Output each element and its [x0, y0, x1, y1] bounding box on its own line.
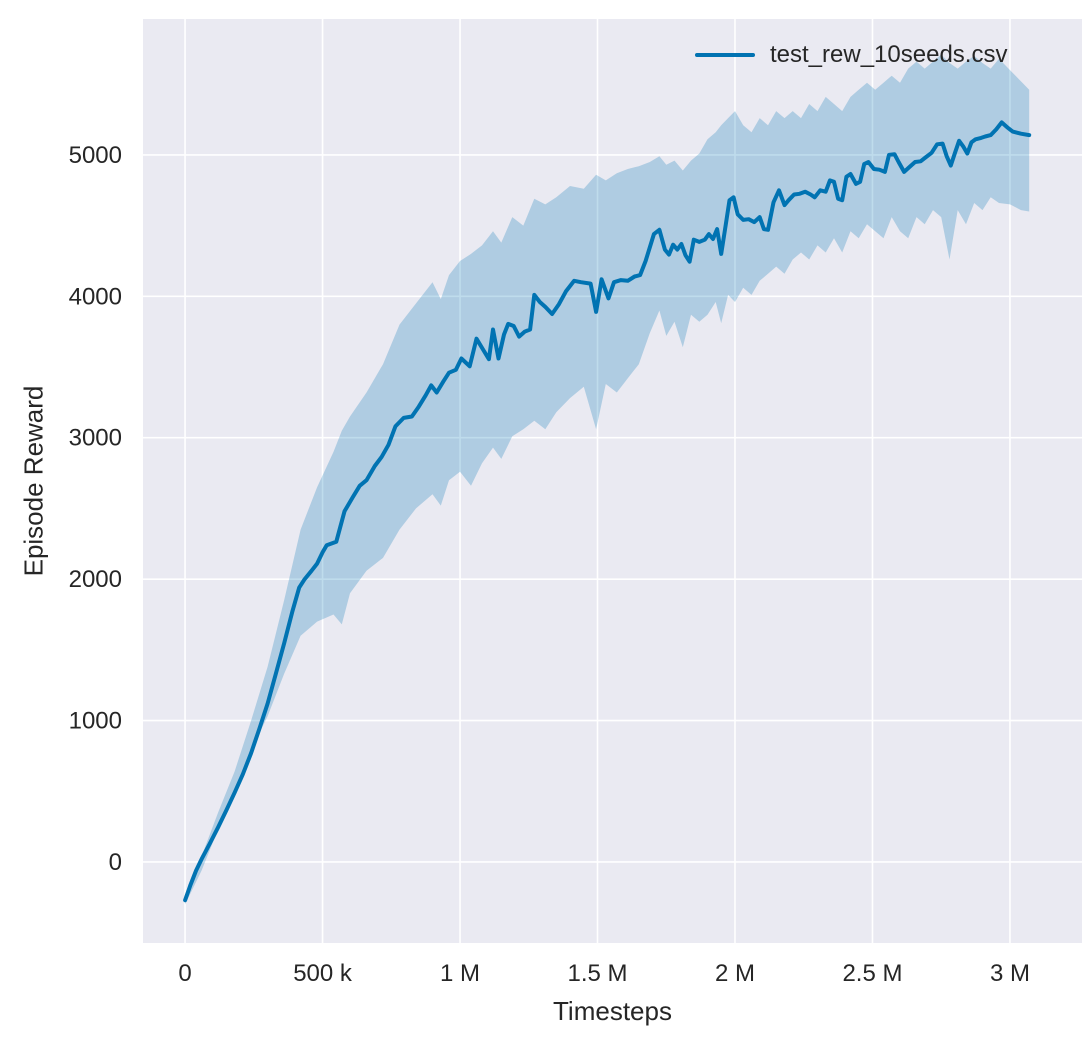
- axes-background: [143, 19, 1082, 943]
- y-axis-label: Episode Reward: [18, 385, 49, 577]
- y-tick-label: 2000: [69, 566, 122, 593]
- y-tick-label: 5000: [69, 142, 122, 169]
- legend-entry-label: test_rew_10seeds.csv: [770, 41, 1008, 68]
- y-tick-label: 4000: [69, 283, 122, 310]
- x-tick-label: 3 M: [990, 960, 1030, 987]
- y-tick-label: 0: [109, 849, 122, 876]
- x-tick-label: 2.5 M: [842, 960, 902, 987]
- mean-reward-line: [183, 120, 1032, 903]
- legend-line-swatch: [695, 52, 755, 58]
- x-tick-label: 2 M: [715, 960, 755, 987]
- x-tick-label: 0: [178, 960, 191, 987]
- x-tick-label: 500 k: [293, 960, 353, 987]
- confidence-band: [185, 54, 1030, 905]
- x-tick-label: 1 M: [440, 960, 480, 987]
- legend: test_rew_10seeds.csv: [695, 41, 1007, 69]
- x-axis-label: Timesteps: [553, 996, 672, 1026]
- y-tick-label: 3000: [69, 425, 122, 452]
- y-tick-label: 1000: [69, 708, 122, 735]
- x-tick-label: 1.5 M: [567, 960, 627, 987]
